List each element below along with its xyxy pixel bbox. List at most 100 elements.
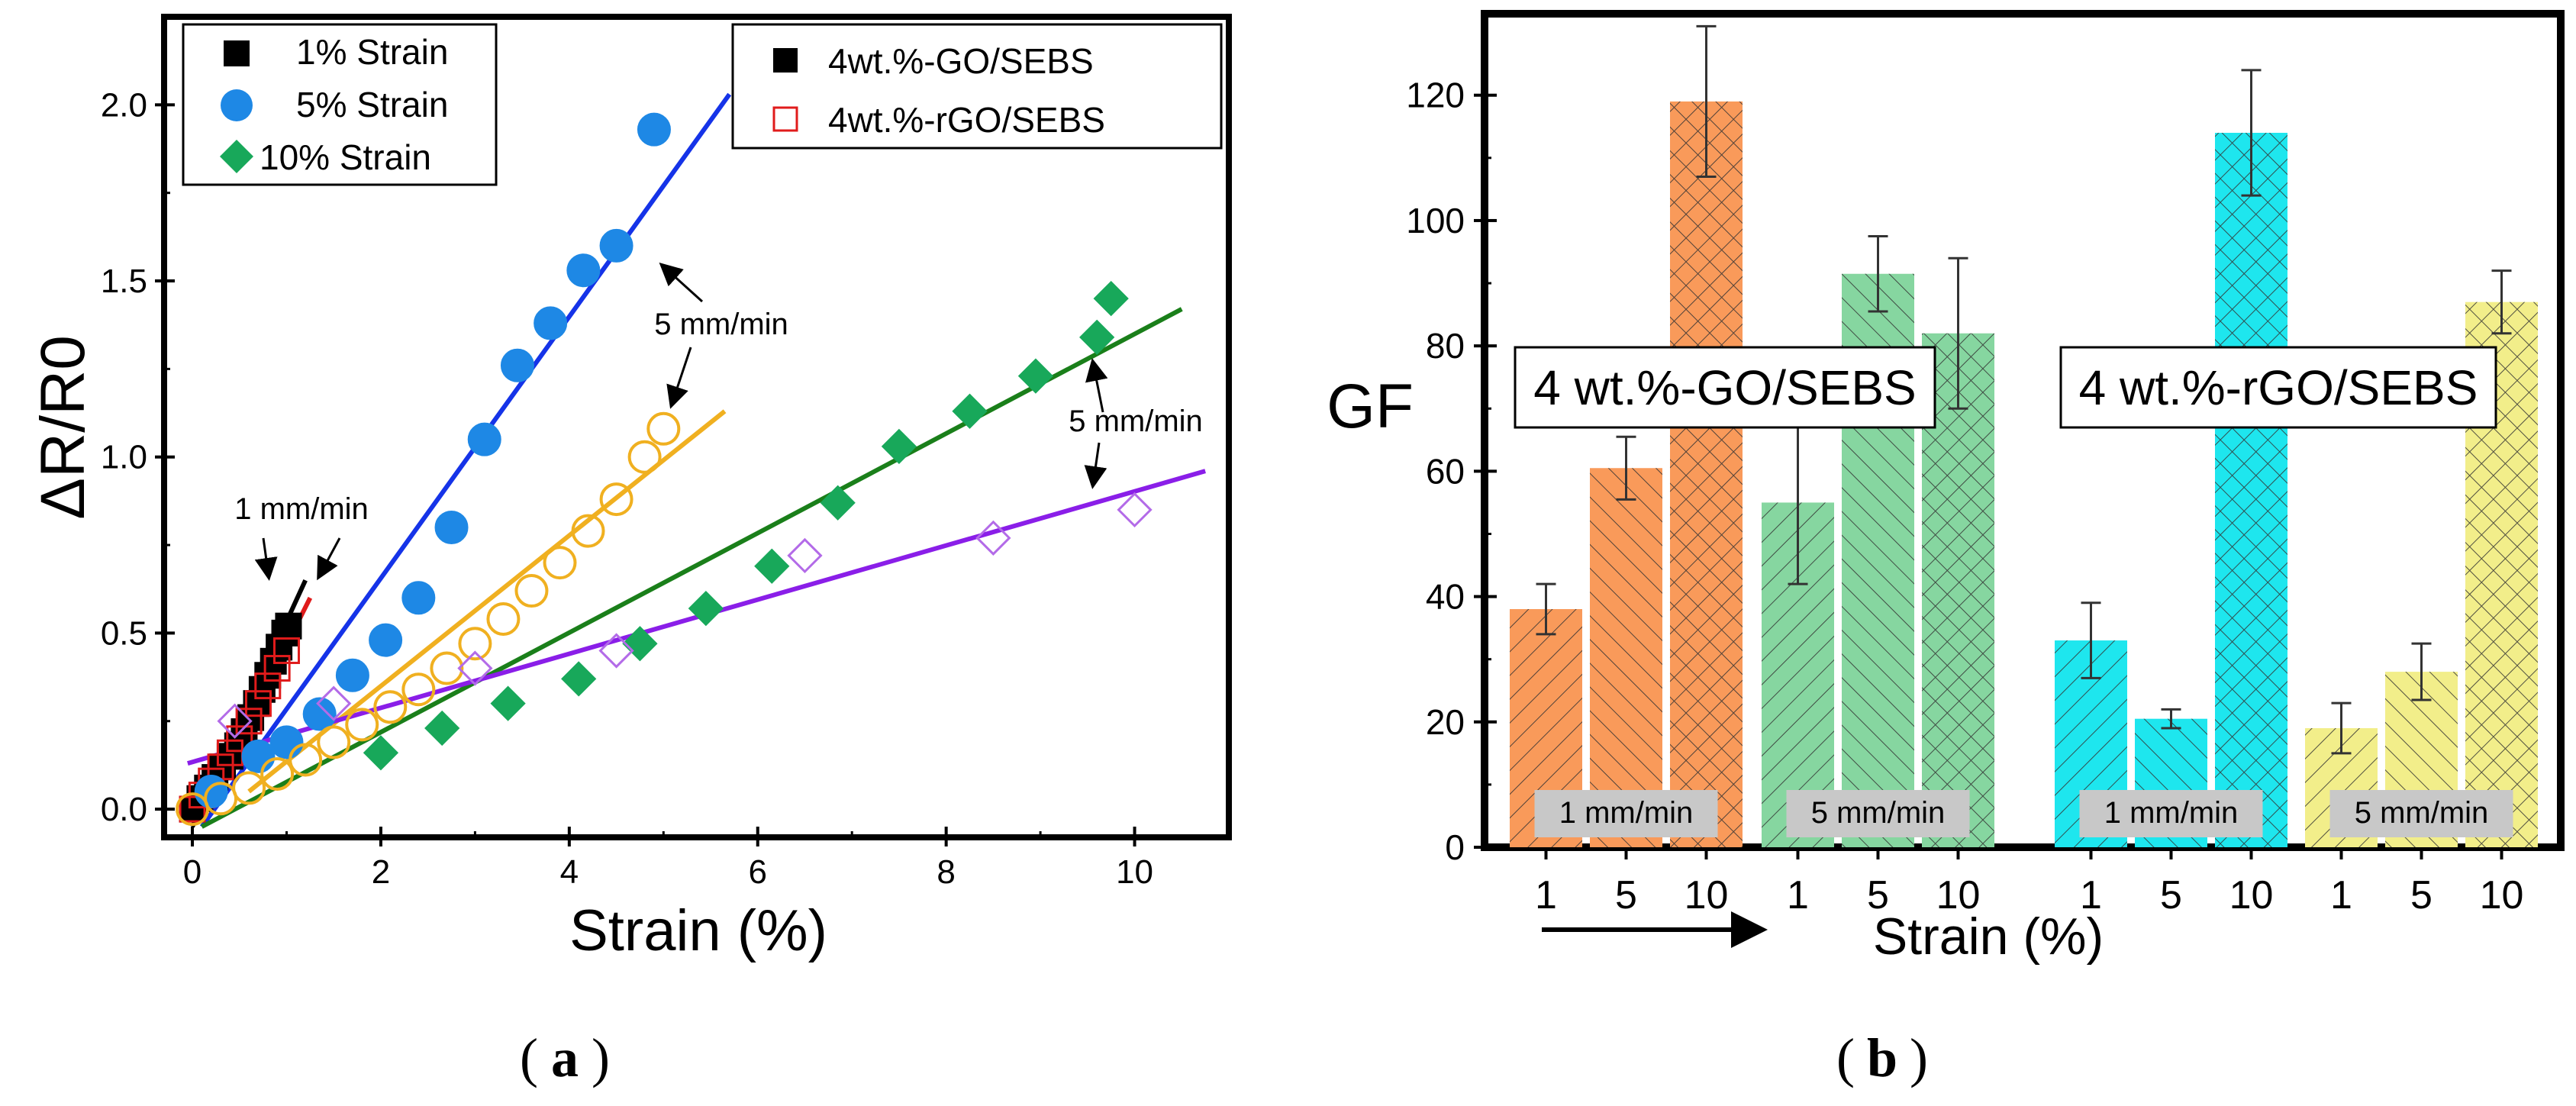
data-point-diamond (787, 537, 823, 574)
x-tick-label: 10 (1116, 853, 1153, 891)
data-point-circle (317, 725, 351, 759)
panel-a-y-axis-title: ΔR/R0 (28, 335, 98, 520)
x-tick-label: 5 (2160, 873, 2182, 917)
data-point-square (263, 655, 291, 682)
group-label-go: 4 wt.%-GO/SEBS (1514, 346, 1936, 429)
data-point-circle (401, 581, 436, 615)
data-point-square (179, 795, 206, 823)
data-point-diamond (316, 685, 352, 721)
data-point-circle (302, 697, 337, 731)
x-tick-label: 1 (2330, 873, 2352, 917)
data-point-square (272, 637, 300, 664)
data-point-diamond (561, 661, 597, 697)
x-tick-label: 5 (2410, 873, 2433, 917)
legend-circle-marker (221, 89, 253, 121)
caption-a-letter: a (551, 1027, 579, 1088)
data-point-circle (260, 756, 295, 791)
data-point-diamond (754, 548, 790, 584)
data-point-diamond (1017, 358, 1054, 394)
data-point-circle (467, 422, 501, 456)
y-tick-label: 1.5 (101, 263, 147, 300)
data-point-diamond (1117, 492, 1153, 528)
x-tick-label: 1 (2080, 873, 2102, 917)
caption-open-paren: ( (520, 1027, 538, 1088)
data-point-circle (373, 690, 408, 724)
data-point-circle (514, 574, 549, 608)
data-point-circle (543, 546, 577, 580)
legend-item-rgo: 4wt.%-rGO/SEBS (772, 100, 1105, 140)
data-point-circle (458, 627, 492, 661)
data-point-circle (637, 112, 671, 147)
y-tick-label: 0.0 (101, 791, 147, 828)
x-tick-label: 2 (372, 853, 390, 891)
data-point-circle (269, 725, 304, 759)
speed-label-box (1534, 790, 1718, 837)
data-point-circle (369, 623, 403, 657)
legend-square-open-marker (772, 106, 798, 132)
data-point-diamond (490, 685, 526, 721)
panel-a-chart: 0 2 4 6 8 10 0.0 0.5 1.0 1.5 2.0 1 mm/min 5 mm/min… (28, 14, 1232, 963)
data-point-circle (534, 306, 568, 340)
caption-close-paren: ) (1910, 1027, 1928, 1088)
speed-label: 1 mm/min (1559, 796, 1694, 830)
data-point-diamond (598, 633, 634, 669)
data-point-diamond (688, 590, 724, 627)
data-point-circle (500, 348, 534, 382)
data-point-circle (401, 672, 436, 707)
y-axis-title-text: ΔR/R0 (28, 335, 98, 520)
panel-b-frame (1481, 10, 2565, 851)
legend-material: 4wt.%-GO/SEBS 4wt.%-rGO/SEBS (731, 23, 1223, 150)
data-point-square (254, 672, 282, 700)
panel-a-frame (161, 14, 1232, 840)
data-point-circle (434, 510, 469, 544)
annotation-5mm-blue-arrow-up (659, 262, 704, 303)
data-point-circle (335, 658, 369, 692)
legend-diamond-marker (220, 140, 253, 173)
data-point-circle (241, 739, 276, 773)
data-point-diamond (820, 485, 856, 521)
x-tick-label: 8 (937, 853, 955, 891)
data-point-circle (566, 253, 601, 288)
annotation-5mm-blue: 5 mm/min (654, 308, 788, 341)
data-point-diamond (1079, 319, 1115, 355)
caption-open-paren: ( (1836, 1027, 1855, 1088)
panel-a-fit-lines (187, 92, 1206, 829)
legend-item-10pct: 10% Strain (220, 137, 431, 177)
data-point-circle (599, 482, 634, 517)
bar-hatch (1590, 468, 1662, 847)
data-point-circle (430, 651, 464, 685)
panel-a-ticks: 0 2 4 6 8 10 0.0 0.5 1.0 1.5 2.0 (101, 86, 1153, 891)
data-point-circle (599, 228, 634, 263)
fit-line (187, 469, 1206, 766)
data-point-circle (646, 411, 681, 446)
data-point-square (235, 708, 263, 735)
data-point-circle (194, 775, 228, 809)
caption-close-paren: ) (592, 1027, 610, 1088)
annotation-1mm-arrow-right (317, 537, 341, 581)
data-point-diamond (457, 650, 493, 686)
panel-a-points (176, 112, 1153, 827)
y-tick-label: 100 (1406, 201, 1465, 240)
annotation-5mm-green: 5 mm/min (1069, 405, 1203, 438)
bar-hatch (1670, 101, 1743, 847)
data-point-square (275, 612, 302, 640)
y-tick-label: 40 (1426, 577, 1465, 617)
legend-square-marker (224, 40, 250, 66)
x-tick-label: 5 (1615, 873, 1637, 917)
y-tick-label: 2.0 (101, 86, 147, 124)
group-label-text: 4 wt.%-GO/SEBS (1533, 360, 1916, 415)
legend-square-filled-marker (773, 48, 798, 73)
annotation-1mm: 1 mm/min (234, 492, 369, 526)
x-tick-label: 10 (2480, 873, 2524, 917)
x-tick-label: 10 (1685, 873, 1729, 917)
annotation-5mm-green-arrow-up (1085, 358, 1108, 413)
data-point-circle (289, 743, 323, 777)
data-point-diamond (622, 626, 658, 662)
data-point-diamond (217, 703, 253, 739)
speed-label: 1 mm/min (2104, 796, 2239, 830)
data-point-diamond (424, 710, 460, 746)
data-point-square (226, 725, 253, 753)
panel-b-ticks: 0 20 40 60 80 100 120 (1406, 76, 1497, 867)
panel-b-bars (1510, 24, 2538, 859)
